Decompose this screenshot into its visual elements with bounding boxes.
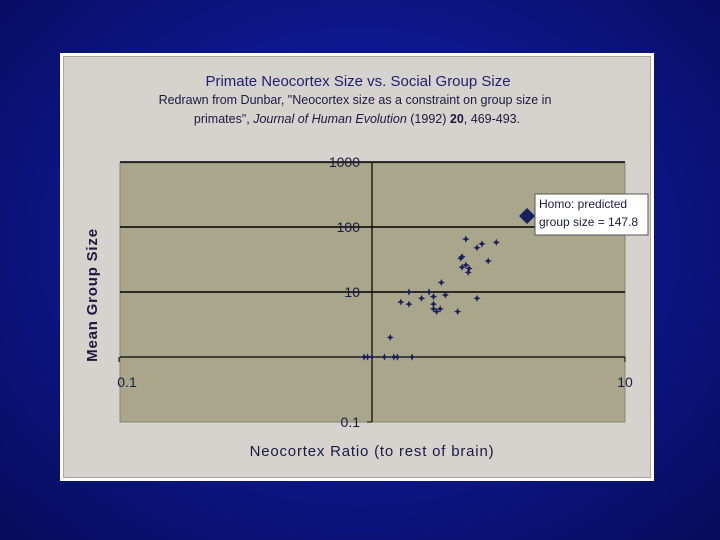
y-tick-label: 0.1	[341, 414, 361, 430]
data-point	[429, 292, 438, 301]
subtitle-journal: Journal of Human Evolution	[252, 112, 407, 126]
data-point	[429, 305, 438, 313]
data-point	[368, 353, 376, 361]
subtitle-part-a: primates",	[194, 112, 253, 126]
chart-subtitle-line2: primates", Journal of Human Evolution (1…	[194, 112, 520, 126]
subtitle-volume: 20	[450, 112, 464, 126]
data-point	[405, 288, 413, 296]
data-point	[386, 333, 394, 342]
data-point	[458, 263, 466, 271]
data-point	[393, 353, 401, 361]
data-point	[457, 254, 465, 262]
y-axis-label: Mean Group Size	[84, 228, 101, 362]
data-point	[454, 307, 462, 316]
data-point	[484, 257, 492, 265]
data-point	[441, 291, 449, 299]
data-point	[473, 294, 481, 302]
subtitle-part-b: (1992)	[407, 112, 450, 126]
y-tick-label: 100	[337, 219, 361, 235]
data-point	[405, 300, 413, 308]
x-axis-label: Neocortex Ratio (to rest of brain)	[250, 443, 495, 460]
data-point	[425, 288, 433, 296]
data-point	[363, 353, 372, 361]
x-tick-label: 10	[617, 374, 633, 390]
data-point	[380, 353, 389, 361]
homo-annotation-box	[534, 193, 649, 236]
data-point	[437, 278, 445, 287]
data-point	[417, 294, 426, 302]
homo-predicted-point	[519, 207, 536, 224]
y-tick-label: 1000	[329, 154, 360, 170]
data-point	[492, 238, 500, 246]
chart-subtitle-line1: Redrawn from Dunbar, "Neocortex size as …	[159, 93, 552, 107]
data-point	[462, 261, 470, 269]
data-point	[429, 300, 438, 308]
data-point	[478, 240, 486, 248]
data-point	[436, 305, 444, 313]
data-points	[360, 207, 536, 361]
data-point	[397, 298, 405, 306]
x-tick-label: 0.1	[117, 374, 137, 390]
y-tick-label: 10	[344, 284, 360, 300]
data-point	[432, 307, 441, 316]
data-point	[458, 253, 466, 261]
data-point	[465, 264, 473, 273]
data-point	[408, 353, 416, 361]
tick-labels: 1000 100 10 0.1 0.1 10	[117, 154, 633, 430]
subtitle-part-c: , 469-493.	[464, 112, 520, 126]
homo-annotation-line1: Homo: predicted	[539, 197, 627, 211]
data-point	[462, 235, 470, 243]
data-point	[473, 244, 481, 252]
data-point	[464, 268, 472, 277]
homo-annotation-line2: group size = 147.8	[539, 215, 638, 229]
chart-title: Primate Neocortex Size vs. Social Group …	[205, 73, 510, 90]
